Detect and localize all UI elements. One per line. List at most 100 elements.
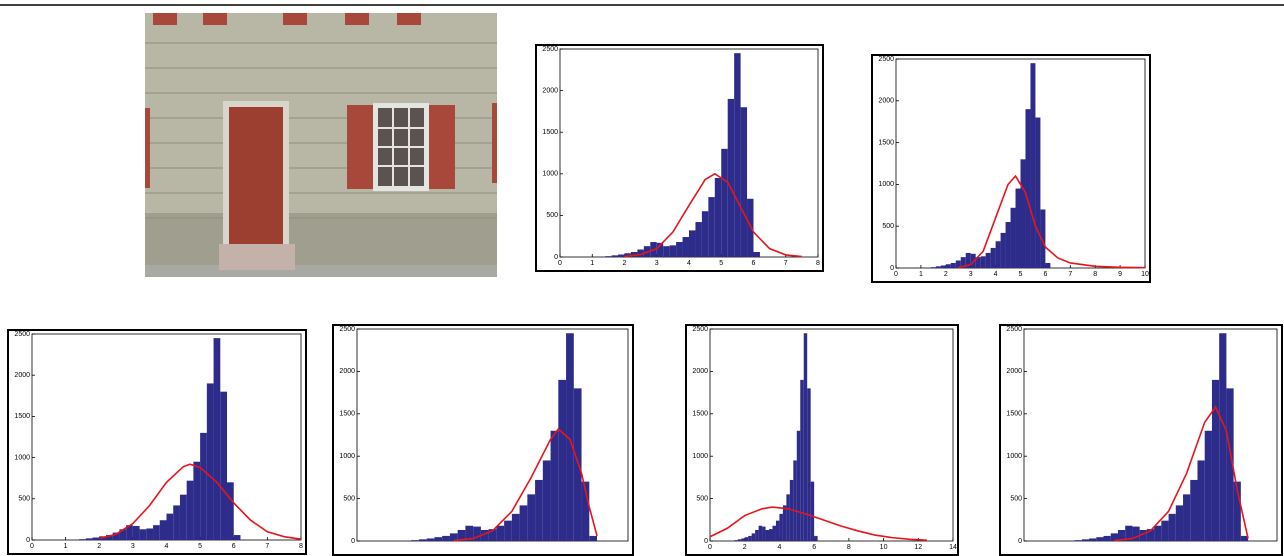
y-tick-label: 2000 [542, 87, 558, 94]
histogram-bar [480, 529, 489, 541]
x-tick-label: 2 [743, 544, 747, 551]
fit-curve [99, 463, 302, 540]
histogram-bar [105, 535, 113, 540]
y-tick-label: 0 [26, 537, 30, 544]
histogram-bar [1045, 262, 1051, 268]
histogram-bar [1233, 481, 1241, 541]
y-tick-label: 1500 [14, 413, 30, 420]
histogram-bar [465, 525, 474, 541]
histogram-bar [682, 237, 689, 257]
wall-base [145, 213, 497, 265]
y-tick-label: 500 [343, 495, 355, 502]
histogram-bar [669, 245, 677, 257]
histogram-bar [573, 388, 582, 541]
histogram-bar [803, 333, 808, 541]
histogram-bar [782, 505, 787, 541]
histogram-bar [630, 252, 638, 257]
histogram-bar [1030, 63, 1036, 269]
histogram-bar [213, 338, 221, 540]
histogram-bar [1146, 529, 1155, 541]
x-tick-label: 6 [752, 260, 756, 267]
histogram-bar [689, 230, 696, 257]
y-tick-label: 500 [546, 212, 558, 219]
histogram-bar [558, 379, 567, 541]
x-tick-label: 5 [719, 260, 723, 267]
x-tick-label: 9 [1118, 271, 1122, 278]
shutter-edge-left [145, 108, 150, 188]
histogram-bar [434, 537, 443, 541]
y-tick-label: 1000 [339, 453, 355, 460]
histogram-bar [965, 252, 971, 268]
histogram-bar [442, 535, 450, 541]
y-tick-label: 500 [882, 223, 894, 230]
histogram-bar [786, 494, 790, 541]
histogram-bar [186, 480, 194, 540]
histogram-bar [519, 505, 528, 541]
y-tick-label: 2500 [878, 56, 894, 63]
y-tick-label: 1000 [542, 171, 558, 178]
histogram-bar [800, 379, 804, 541]
histogram-chart: 0 500 1000 1500 2000 2500 [999, 324, 1283, 556]
photo [145, 13, 497, 277]
histogram-bar [605, 256, 612, 257]
histogram-bar [751, 533, 756, 541]
histogram-bar [714, 177, 722, 257]
histogram-bar [1000, 232, 1006, 268]
y-tick-label: 1500 [878, 139, 894, 146]
histogram-bar [935, 266, 941, 268]
x-tick-label: 10 [880, 544, 888, 551]
histogram-bar [473, 526, 481, 541]
histogram-bar [755, 529, 759, 541]
histogram-bar [741, 538, 745, 541]
histogram-bar [1175, 505, 1184, 541]
histogram-bar [566, 333, 574, 541]
histogram-bar [227, 482, 234, 540]
histogram-bar [488, 529, 497, 541]
histogram-bar [1074, 540, 1082, 541]
x-tick-label: 8 [1093, 271, 1097, 278]
histogram-bar [173, 505, 180, 540]
x-tick-label: 7 [265, 543, 269, 550]
histogram-bar [112, 532, 120, 540]
fit-curve [453, 427, 598, 542]
histogram-bar [727, 98, 735, 257]
plot-area [709, 328, 954, 542]
y-tick-label: 1000 [14, 454, 30, 461]
histogram-bar [457, 529, 466, 541]
x-tick-label: 4 [165, 543, 169, 550]
histogram-bar [955, 260, 961, 268]
x-tick-label: 6 [1043, 271, 1047, 278]
histogram-bar [807, 388, 811, 541]
x-tick-label: 8 [816, 260, 820, 267]
histogram-chart: 0 500 1000 1500 2000 2500 0 1 2 3 4 5 6 7 8 [7, 329, 307, 555]
upper-shutters [153, 13, 421, 25]
x-tick-label: 3 [655, 260, 659, 267]
y-tick-label: 1000 [878, 181, 894, 188]
histogram-bar [611, 255, 619, 257]
histogram-bar [1081, 539, 1090, 541]
x-tick-label: 0 [708, 544, 712, 551]
y-tick-label: 1000 [1006, 453, 1022, 460]
y-tick-label: 2500 [1006, 326, 1022, 333]
histogram-bar [734, 540, 738, 541]
histogram-bar [139, 529, 147, 540]
histogram-bar [769, 529, 773, 541]
x-tick-label: 5 [198, 543, 202, 550]
histogram-bar [449, 533, 458, 541]
histogram-bar [762, 526, 766, 541]
histogram-bar [950, 262, 956, 268]
x-tick-label: 4 [687, 260, 691, 267]
y-tick-label: 2000 [692, 368, 708, 375]
x-tick-label: 4 [777, 544, 781, 551]
histogram-bar [1035, 117, 1041, 269]
histogram-bar [581, 481, 590, 541]
y-tick-label: 0 [554, 254, 558, 261]
histogram-bar [1117, 529, 1126, 541]
x-tick-label: 1 [64, 543, 68, 550]
y-tick-label: 1500 [542, 129, 558, 136]
histogram-bar [744, 537, 749, 541]
histogram-bar [1020, 159, 1026, 268]
histogram-bar [153, 525, 160, 540]
